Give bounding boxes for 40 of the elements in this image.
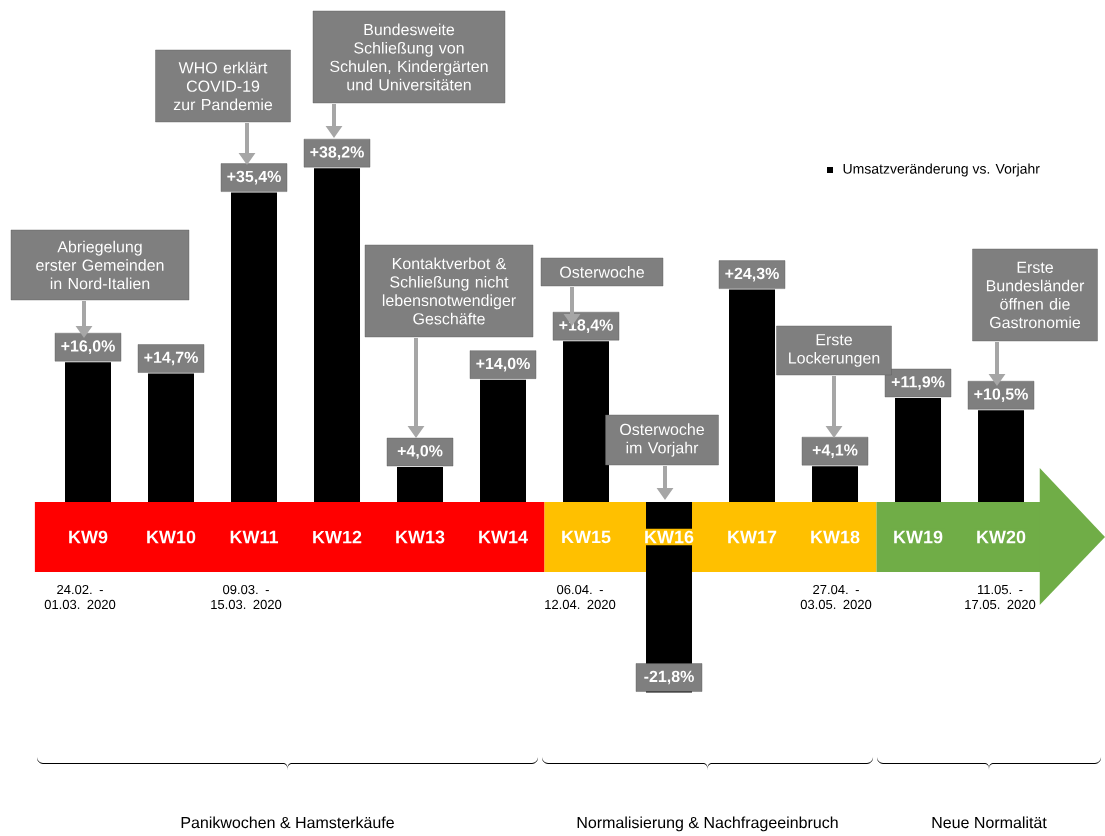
annotation: 27.04. - 03.05. 2020 [800, 584, 872, 610]
text: Normalisierung & Nachfrageeinbruch [577, 816, 838, 832]
data-label: +16,0% [61, 340, 115, 354]
annotation: Erste Bundesländer öffnen die Gastronomie [986, 261, 1085, 329]
annotation: Kontaktverbot & Schließung nicht lebensnotwendiger Geschäfte [382, 257, 516, 325]
annotation: Erste Lockerungen [789, 334, 880, 367]
x-tick-label: KW20 [977, 530, 1026, 544]
data-label: +4,0% [397, 445, 443, 459]
data-label: +14,0% [476, 357, 530, 372]
annotation: 06.04. - 12.04. 2020 [545, 584, 616, 610]
x-tick-label: KW10 [147, 530, 196, 544]
data-label: -21,8% [644, 670, 694, 685]
text: Bundesweite Schließung von Schulen, Kindergärten und Universitäten [330, 23, 488, 91]
x-tick-label: KW13 [396, 530, 445, 544]
data-label: +35,4% [227, 170, 281, 185]
data-label: +14,7% [144, 351, 198, 366]
x-tick-label: KW14 [479, 530, 528, 544]
annotation: Osterwoche [560, 266, 644, 278]
x-tick-label: KW12 [313, 530, 362, 544]
x-tick-label: KW11 [230, 530, 279, 544]
annotation: Abriegelung erster Gemeinden in Nord-Italien [36, 240, 164, 290]
data-label: +10,5% [974, 388, 1028, 403]
data-label: +38,2% [310, 146, 364, 160]
annotation: 09.03. - 15.03. 2020 [211, 584, 282, 610]
data-label: +4,1% [812, 444, 858, 458]
x-tick-label: KW15 [562, 530, 611, 544]
annotation: 11.05. - 17.05. 2020 [965, 584, 1036, 610]
annotation: Osterwoche im Vorjahr [620, 423, 704, 457]
data-label: +24,3% [725, 267, 779, 282]
annotation: 24.02. - 01.03. 2020 [44, 584, 116, 610]
legend-label: Umsatzveränderung vs. Vorjahr [843, 163, 1040, 177]
x-tick-label: KW16 [645, 530, 694, 544]
x-tick-label: KW19 [894, 530, 943, 544]
text: Neue Normalität [932, 816, 1047, 829]
data-label: +11,9% [891, 376, 945, 390]
x-tick-label: KW18 [811, 530, 860, 544]
text: WHO erklärt COVID-19 zur Pandemie [173, 61, 273, 111]
x-tick-label: KW17 [728, 530, 777, 544]
text: Panikwochen & Hamsterkäufe [181, 816, 394, 829]
x-tick-label: KW9 [69, 530, 108, 544]
